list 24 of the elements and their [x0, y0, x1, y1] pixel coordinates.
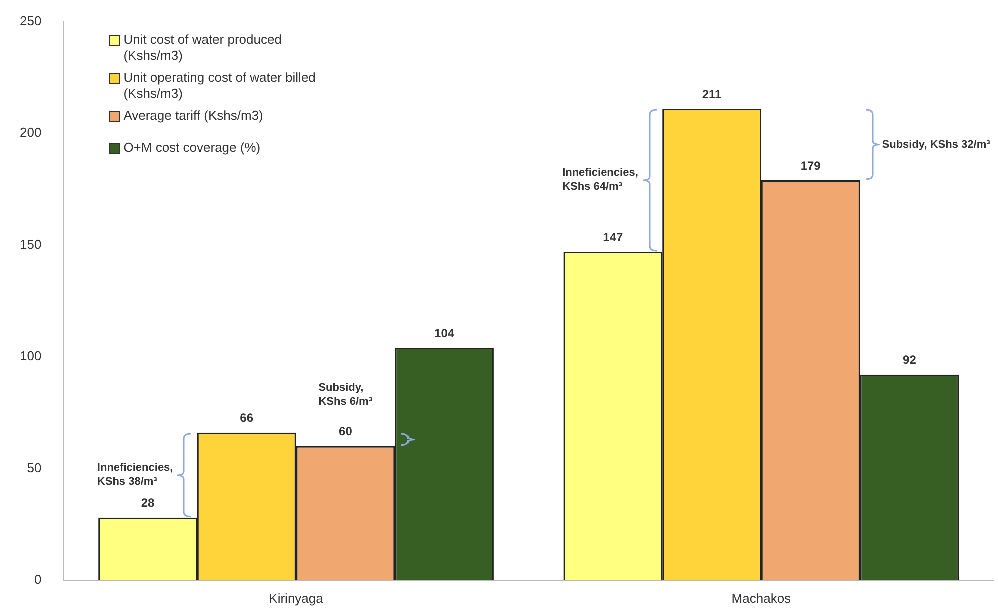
legend-label: Average tariff (Kshs/m3) [124, 108, 264, 124]
legend-label: Unit operating cost of water billed (Kshs/m3) [124, 70, 317, 102]
legend-label: Unit cost of water produced (Kshs/m3) [124, 32, 283, 64]
data-label: 66 [240, 411, 254, 426]
y-tick-label: 50 [27, 460, 42, 476]
x-tick-label: Machakos [732, 590, 792, 606]
annotation: Inneficiencies, KShs 38/m³ [97, 461, 174, 490]
y-tick-label: 200 [20, 125, 42, 140]
data-label: 104 [434, 326, 455, 340]
data-label: 28 [141, 496, 155, 510]
data-label: 147 [603, 230, 624, 244]
data-label: 211 [702, 87, 722, 102]
y-tick-label: 100 [20, 348, 42, 364]
legend-label: O+M cost coverage (%) [124, 140, 261, 156]
annotation: Inneficiencies, KShs 64/m³ [562, 166, 638, 194]
data-label: 179 [800, 158, 822, 173]
y-tick-label: 150 [20, 236, 42, 252]
y-tick-label: 0 [34, 572, 42, 587]
data-label: 92 [903, 353, 917, 368]
annotation: Subsidy, KShs 6/m³ [318, 380, 372, 409]
x-tick-label: Kirinyaga [269, 590, 324, 606]
annotation: Subsidy, KShs 32/m³ [882, 138, 990, 152]
y-tick-label: 250 [20, 13, 42, 28]
data-label: 60 [339, 424, 353, 439]
